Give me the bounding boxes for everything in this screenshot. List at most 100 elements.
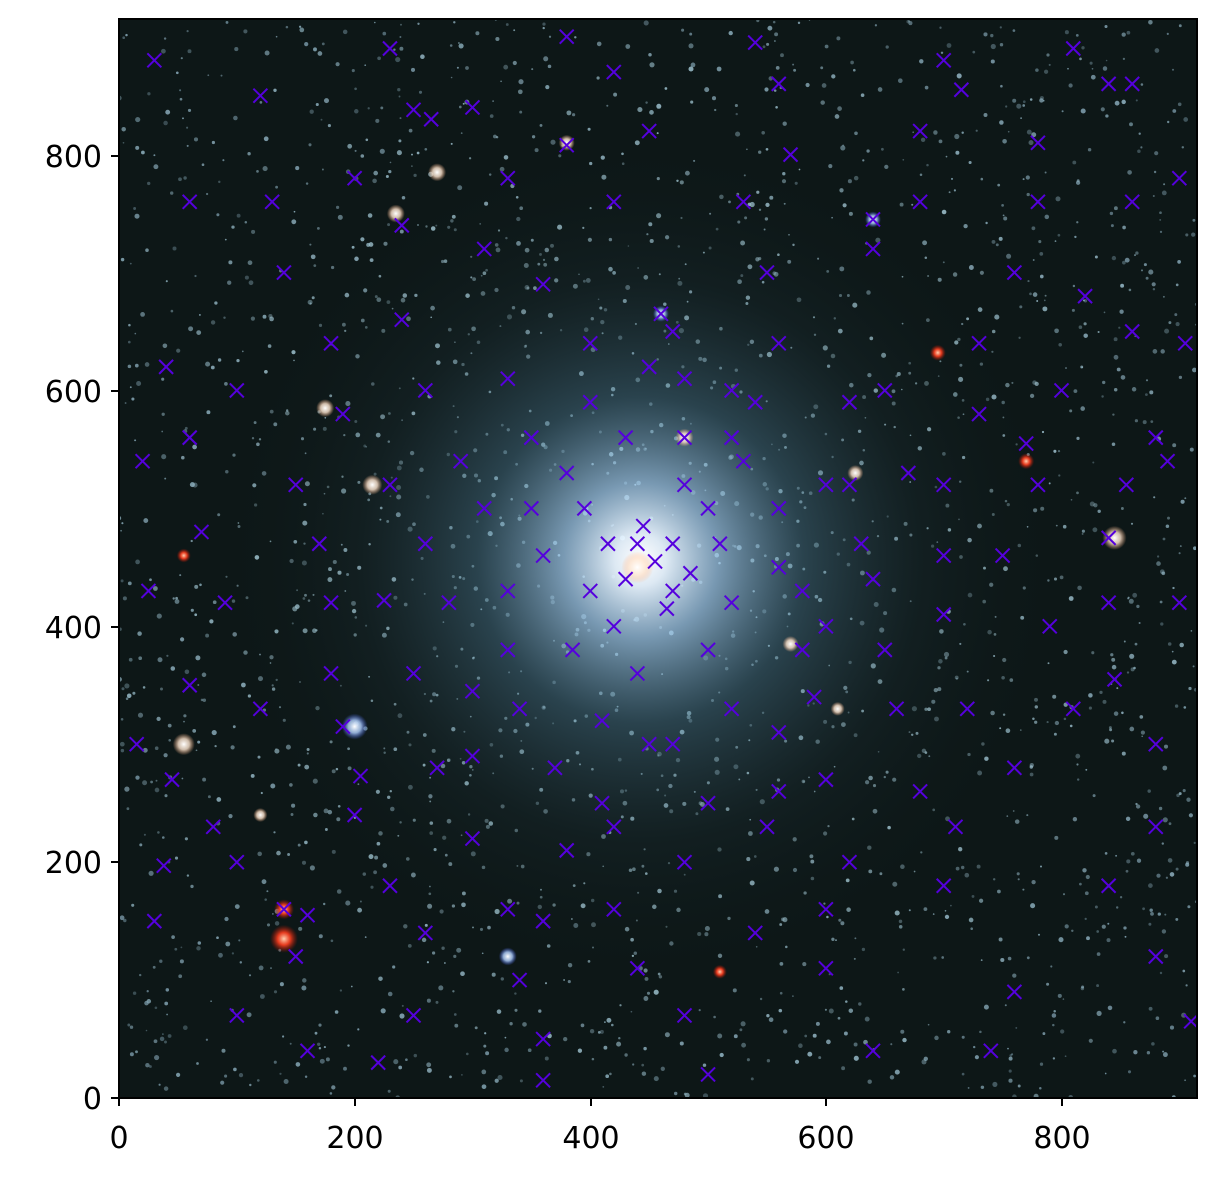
background-star [347,143,353,149]
background-star [216,936,219,940]
background-star [1107,1005,1113,1011]
background-star [298,926,303,931]
background-star [605,1074,610,1079]
background-star [1104,24,1108,29]
background-star [919,173,923,177]
background-star [238,1072,244,1078]
background-star [1111,739,1115,743]
scatter-point [841,394,858,410]
background-star [159,1036,165,1042]
background-star [1177,260,1181,264]
background-star [313,47,317,52]
background-star [462,102,465,105]
y-tick-label: 200 [45,846,102,881]
scatter-point [535,547,551,564]
background-star [152,965,156,969]
scatter-point [935,878,952,894]
background-star [1017,1084,1021,1088]
background-star [1192,665,1195,668]
background-star [778,1008,783,1013]
background-star [342,29,348,35]
background-star [1113,206,1118,211]
background-star [222,159,225,162]
background-star [1159,971,1163,975]
background-star [566,110,572,116]
background-star [983,1004,989,1010]
background-star [317,51,323,56]
background-star [234,47,239,52]
background-star [991,239,996,244]
background-star [978,898,984,903]
background-star [899,202,904,207]
background-star [613,92,618,97]
background-star [974,1055,979,1060]
y-tick-600: 600 [45,375,119,410]
background-star [1022,100,1026,104]
scatter-point [346,170,363,186]
background-star [807,1051,813,1057]
scatter-point [818,960,834,976]
background-star [431,951,436,955]
background-star [1029,98,1033,101]
y-tick-0: 0 [83,1082,119,1117]
background-star [1052,1023,1055,1027]
background-star [542,26,545,30]
background-star [1112,413,1115,416]
background-star [398,95,401,98]
background-star [283,1079,289,1084]
background-star [251,229,256,234]
background-star [999,43,1004,47]
background-star [158,1083,161,1086]
background-star [1025,175,1030,180]
background-star [1048,63,1051,66]
scatter-point [1042,618,1058,635]
x-tick-200: 200 [326,1098,384,1156]
bright-star [782,635,799,652]
background-star [1152,349,1158,354]
background-star [792,63,795,66]
background-star [1115,906,1119,909]
background-star [1029,772,1034,777]
background-star [132,991,137,995]
background-star [1165,876,1169,879]
background-star [759,997,763,1001]
background-star [912,131,915,134]
background-star [970,927,973,930]
background-star [945,155,948,158]
scatter-point [665,583,681,599]
background-star [603,1045,608,1050]
background-star [182,117,184,120]
scatter-point [582,335,598,351]
scatter-point [376,592,392,609]
background-star [1027,280,1030,283]
background-star [616,1041,622,1047]
background-star [492,100,494,102]
background-star [392,965,396,969]
background-star [164,477,167,480]
background-star [519,1079,523,1083]
background-star [1088,706,1092,710]
background-star [1076,436,1080,440]
background-star [457,42,460,44]
background-star [934,1035,939,1041]
background-star [1149,390,1154,395]
background-star [1178,552,1181,555]
background-star [624,1053,628,1057]
scatter-point [1006,760,1023,776]
scatter-point [747,925,763,941]
background-star [258,965,264,971]
background-star [156,716,161,722]
scatter-point [771,724,787,741]
background-star [1126,30,1131,35]
scatter-point [511,972,528,988]
background-star [1150,420,1154,423]
background-star [660,1066,665,1071]
y-tick-label: 0 [83,1082,102,1117]
background-star [1008,1069,1012,1073]
background-star [1184,1079,1186,1082]
background-star [1182,789,1186,793]
background-star [1138,132,1141,135]
background-star [1120,283,1125,288]
background-star [1026,814,1029,817]
background-star [1081,366,1083,369]
